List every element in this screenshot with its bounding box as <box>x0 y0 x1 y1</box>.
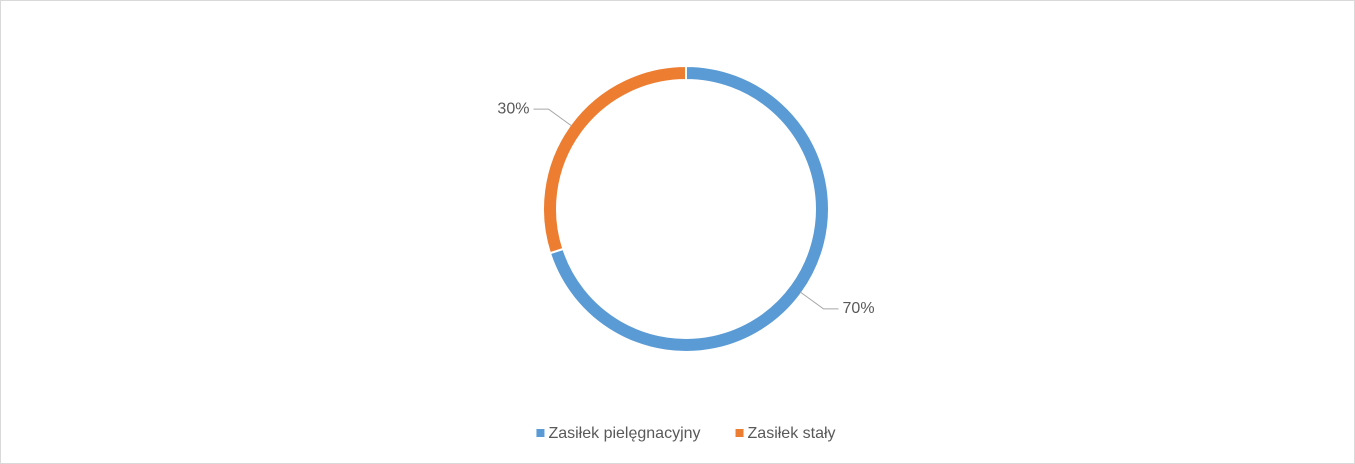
leader-line <box>533 108 573 127</box>
donut-segment <box>542 64 687 255</box>
legend-swatch <box>536 429 545 437</box>
legend-label: Zasiłek stały <box>748 425 836 442</box>
legend-swatch <box>735 429 744 437</box>
data-label: 70% <box>843 300 875 317</box>
data-label: 30% <box>497 100 529 117</box>
leader-line <box>799 291 839 310</box>
legend-label: Zasiłek pielęgnacyjny <box>548 425 700 442</box>
